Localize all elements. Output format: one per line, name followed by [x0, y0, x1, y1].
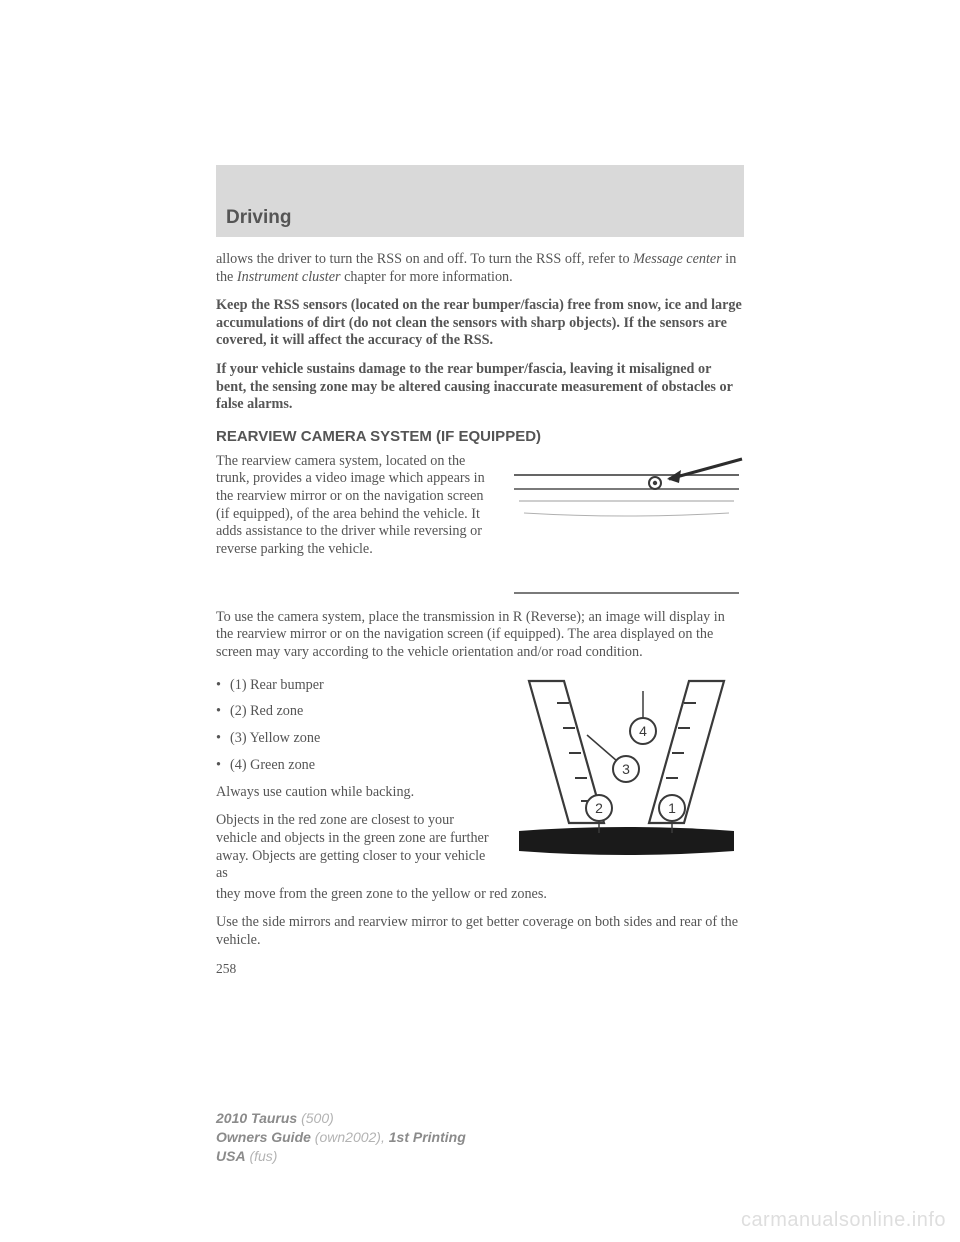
zone-label-1: 1	[668, 800, 676, 816]
list-item: (4) Green zone	[216, 757, 491, 775]
section-title: Driving	[226, 207, 291, 229]
page: Driving allows the driver to turn the RS…	[0, 0, 960, 1242]
text-italic: Instrument cluster	[237, 269, 341, 285]
footer: 2010 Taurus (500) Owners Guide (own2002)…	[216, 1109, 466, 1166]
footer-usa: USA	[216, 1148, 246, 1164]
zone-label-2: 2	[595, 800, 603, 816]
zones-diagram: 4 3 2 1	[509, 673, 744, 894]
zones-paragraph-3: Always use caution while backing.	[216, 784, 491, 802]
footer-code: (500)	[297, 1110, 334, 1126]
text: allows the driver to turn the RSS on and…	[216, 251, 633, 267]
footer-fus: (fus)	[246, 1148, 278, 1164]
subsection-heading: REARVIEW CAMERA SYSTEM (IF EQUIPPED)	[216, 428, 744, 445]
trunk-camera-figure	[509, 453, 744, 603]
zones-paragraph-4a: Objects in the red zone are closest to y…	[216, 812, 491, 882]
text: chapter for more information.	[341, 269, 513, 285]
footer-model: 2010 Taurus	[216, 1110, 297, 1126]
section-header: Driving	[216, 165, 744, 237]
camera-text-col: The rearview camera system, located on t…	[216, 453, 491, 603]
camera-paragraph-2: To use the camera system, place the tran…	[216, 609, 744, 662]
footer-comma: ,	[381, 1129, 389, 1145]
page-number: 258	[216, 961, 744, 977]
intro-paragraph-3: If your vehicle sustains damage to the r…	[216, 361, 744, 414]
list-item: (2) Red zone	[216, 703, 491, 721]
footer-guide: Owners Guide	[216, 1129, 311, 1145]
zone-label-3: 3	[622, 761, 630, 777]
watermark: carmanualsonline.info	[741, 1209, 946, 1232]
list-item: (1) Rear bumper	[216, 677, 491, 695]
footer-own: (own2002)	[311, 1129, 381, 1145]
zones-paragraph-5: Use the side mirrors and rearview mirror…	[216, 914, 744, 949]
camera-row: The rearview camera system, located on t…	[216, 453, 744, 603]
zone-list: (1) Rear bumper (2) Red zone (3) Yellow …	[216, 677, 491, 775]
intro-paragraph-2: Keep the RSS sensors (located on the rea…	[216, 297, 744, 350]
list-item: (3) Yellow zone	[216, 730, 491, 748]
intro-paragraph-1: allows the driver to turn the RSS on and…	[216, 251, 744, 286]
zone-label-4: 4	[639, 723, 647, 739]
footer-printing: 1st Printing	[389, 1129, 466, 1145]
zones-row: (1) Rear bumper (2) Red zone (3) Yellow …	[216, 673, 744, 894]
camera-paragraph-1: The rearview camera system, located on t…	[216, 453, 491, 559]
text-italic: Message center	[633, 251, 722, 267]
zones-text-col: (1) Rear bumper (2) Red zone (3) Yellow …	[216, 673, 491, 894]
